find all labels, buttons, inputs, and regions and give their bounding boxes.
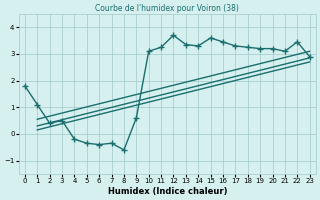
- X-axis label: Humidex (Indice chaleur): Humidex (Indice chaleur): [108, 187, 227, 196]
- Title: Courbe de l'humidex pour Voiron (38): Courbe de l'humidex pour Voiron (38): [95, 4, 239, 13]
